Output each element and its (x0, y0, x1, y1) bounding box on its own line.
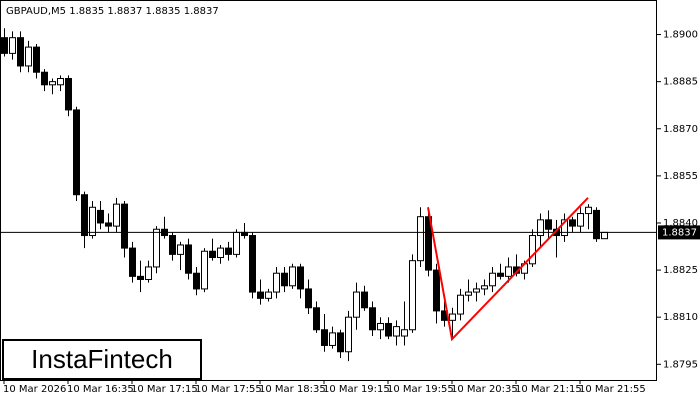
candle-body (217, 247, 224, 259)
candle-body (497, 272, 504, 277)
candle-body (225, 247, 232, 255)
plot-frame (0, 0, 657, 381)
candle-body (433, 269, 440, 312)
price-label: 1.8837 (662, 227, 697, 238)
candle-body (65, 78, 72, 111)
candle-body (481, 285, 488, 290)
candle-body (529, 235, 536, 265)
candle-body (201, 250, 208, 290)
candle-body (457, 294, 464, 315)
candle-body (465, 291, 472, 296)
candle-body (313, 307, 320, 331)
candle-body (545, 219, 552, 230)
y-tick-label: 1.8885 (663, 77, 698, 88)
candle-body (73, 109, 80, 196)
candle-body (561, 219, 568, 237)
x-tick-label: 10 Mar 19:15 (323, 384, 390, 395)
candle-body (345, 316, 352, 353)
candle-body (473, 288, 480, 293)
candle-body (89, 206, 96, 237)
candle-body (361, 291, 368, 309)
candle-body (489, 272, 496, 287)
candle-body (17, 37, 24, 67)
candle-body (425, 216, 432, 271)
candle-body (169, 235, 176, 255)
candle-body (297, 266, 304, 290)
x-tick-label: 10 Mar 17:15 (131, 384, 198, 395)
candle-body (449, 313, 456, 321)
x-tick-label: 10 Mar 21:15 (515, 384, 582, 395)
x-tick-label: 10 Mar 2026 (3, 384, 66, 395)
candle-body (113, 203, 120, 227)
candle-body (417, 216, 424, 262)
price-label-box (658, 225, 700, 240)
candle-body (177, 244, 184, 255)
x-tick-label: 10 Mar 21:55 (579, 384, 646, 395)
candle-body (385, 322, 392, 337)
logo-box (2, 339, 202, 380)
candle-body (569, 219, 576, 227)
y-tick-label: 1.8870 (663, 124, 698, 135)
x-tick-label: 10 Mar 17:55 (195, 384, 262, 395)
candle-body (505, 266, 512, 277)
candle-body (369, 307, 376, 331)
y-tick-label: 1.8900 (663, 30, 698, 41)
candle-body (585, 206, 592, 215)
candle-body (281, 272, 288, 287)
candle-body (1, 37, 8, 54)
candle-body (601, 231, 608, 240)
candle-body (257, 291, 264, 299)
candle-body (233, 231, 240, 255)
pattern-line (427, 197, 589, 342)
candle-body (249, 235, 256, 293)
candle-body (353, 291, 360, 318)
candle-body (193, 272, 200, 290)
candle-body (57, 78, 64, 86)
candle-body (153, 228, 160, 268)
y-tick-label: 1.8795 (663, 359, 698, 370)
candle-body (97, 209, 104, 224)
candle-body (377, 322, 384, 331)
y-tick-label: 1.8840 (663, 218, 698, 229)
candle-body (129, 247, 136, 277)
candle-body (265, 291, 272, 299)
candle-body (537, 219, 544, 237)
x-tick-label: 10 Mar 16:35 (67, 384, 134, 395)
candle-body (593, 209, 600, 240)
candle-body (9, 37, 16, 54)
candle-body (337, 332, 344, 353)
candle-body (41, 71, 48, 86)
candle-body (185, 244, 192, 274)
x-tick-label: 10 Mar 20:35 (451, 384, 518, 395)
candle-body (137, 275, 144, 281)
logo: InstaFintech (31, 344, 173, 374)
candle-body (321, 329, 328, 346)
candle-body (81, 194, 88, 237)
candle-body (401, 329, 408, 337)
candle-body (33, 46, 40, 73)
chart-title: GBPAUD,M5 1.8835 1.8837 1.8835 1.8837 (6, 6, 219, 17)
y-tick-label: 1.8855 (663, 171, 698, 182)
y-tick-label: 1.8810 (663, 312, 698, 323)
candle-body (49, 81, 56, 86)
candle-body (25, 46, 32, 67)
candle-body (289, 266, 296, 287)
candle-body (273, 272, 280, 293)
candle-body (577, 213, 584, 227)
y-tick-label: 1.8825 (663, 265, 698, 276)
candle-body (409, 260, 416, 331)
candle-body (329, 332, 336, 346)
candle-body (209, 250, 216, 259)
candle-body (121, 203, 128, 249)
candle-body (145, 266, 152, 281)
x-tick-label: 10 Mar 18:35 (259, 384, 326, 395)
candle-body (305, 288, 312, 309)
candle-body (393, 326, 400, 337)
candle-body (105, 222, 112, 227)
x-tick-label: 10 Mar 19:55 (387, 384, 454, 395)
